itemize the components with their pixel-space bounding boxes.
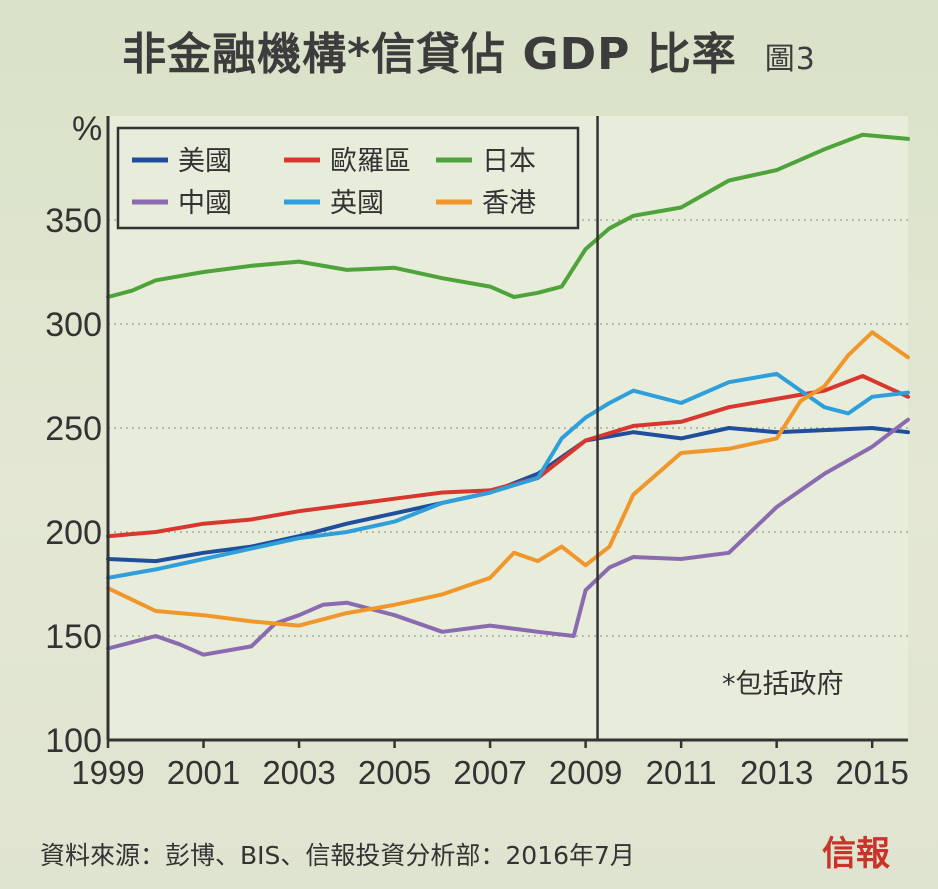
x-tick-label: 1999 (71, 754, 144, 791)
legend-box (116, 126, 580, 230)
legend-label-uk: 英國 (330, 188, 384, 219)
x-tick-label: 2003 (262, 754, 335, 791)
legend-label-eurozone: 歐羅區 (330, 146, 411, 177)
series-line-hongkong (106, 330, 910, 628)
y-tick-label: 150 (45, 618, 102, 656)
legend-label-japan: 日本 (482, 146, 536, 177)
x-tick-label: 2001 (167, 754, 240, 791)
series-layer (106, 132, 910, 657)
publisher-logo: 信報 (822, 834, 890, 874)
x-tick-label: 2015 (835, 754, 908, 791)
y-tick-label: 350 (45, 202, 102, 240)
axes: 1999 2001 2003 2005 2007 2009 2011 2013 2015 (71, 116, 909, 791)
figure-label: 圖3 (764, 42, 816, 77)
y-tick-label: 300 (45, 306, 102, 344)
y-tick-label: 200 (45, 514, 102, 552)
x-tick-label: 2005 (358, 754, 431, 791)
legend-label-us: 美國 (178, 146, 232, 177)
series-line-china (106, 417, 910, 657)
chart-title-text: 非金融機構*信貸佔 GDP 比率 (122, 29, 737, 80)
y-tick-label: 100 (45, 722, 102, 760)
annotation-note: *包括政府 (722, 669, 844, 700)
chart-title: 非金融機構*信貸佔 GDP 比率 圖3 (0, 18, 938, 82)
x-tick-label: 2013 (740, 754, 813, 791)
x-tick-label: 2009 (549, 754, 622, 791)
y-axis-label: % (72, 110, 102, 148)
legend-label-china: 中國 (178, 188, 232, 219)
y-tick-label: 250 (45, 410, 102, 448)
legend-label-hongkong: 香港 (482, 188, 536, 219)
series-line-japan (106, 132, 910, 299)
source-footer: 資料來源：彭博、BIS、信報投資分析部：2016年7月 (40, 841, 635, 870)
series-line-uk (106, 371, 910, 580)
x-tick-label: 2011 (646, 754, 717, 791)
x-tick-label: 2007 (453, 754, 526, 791)
